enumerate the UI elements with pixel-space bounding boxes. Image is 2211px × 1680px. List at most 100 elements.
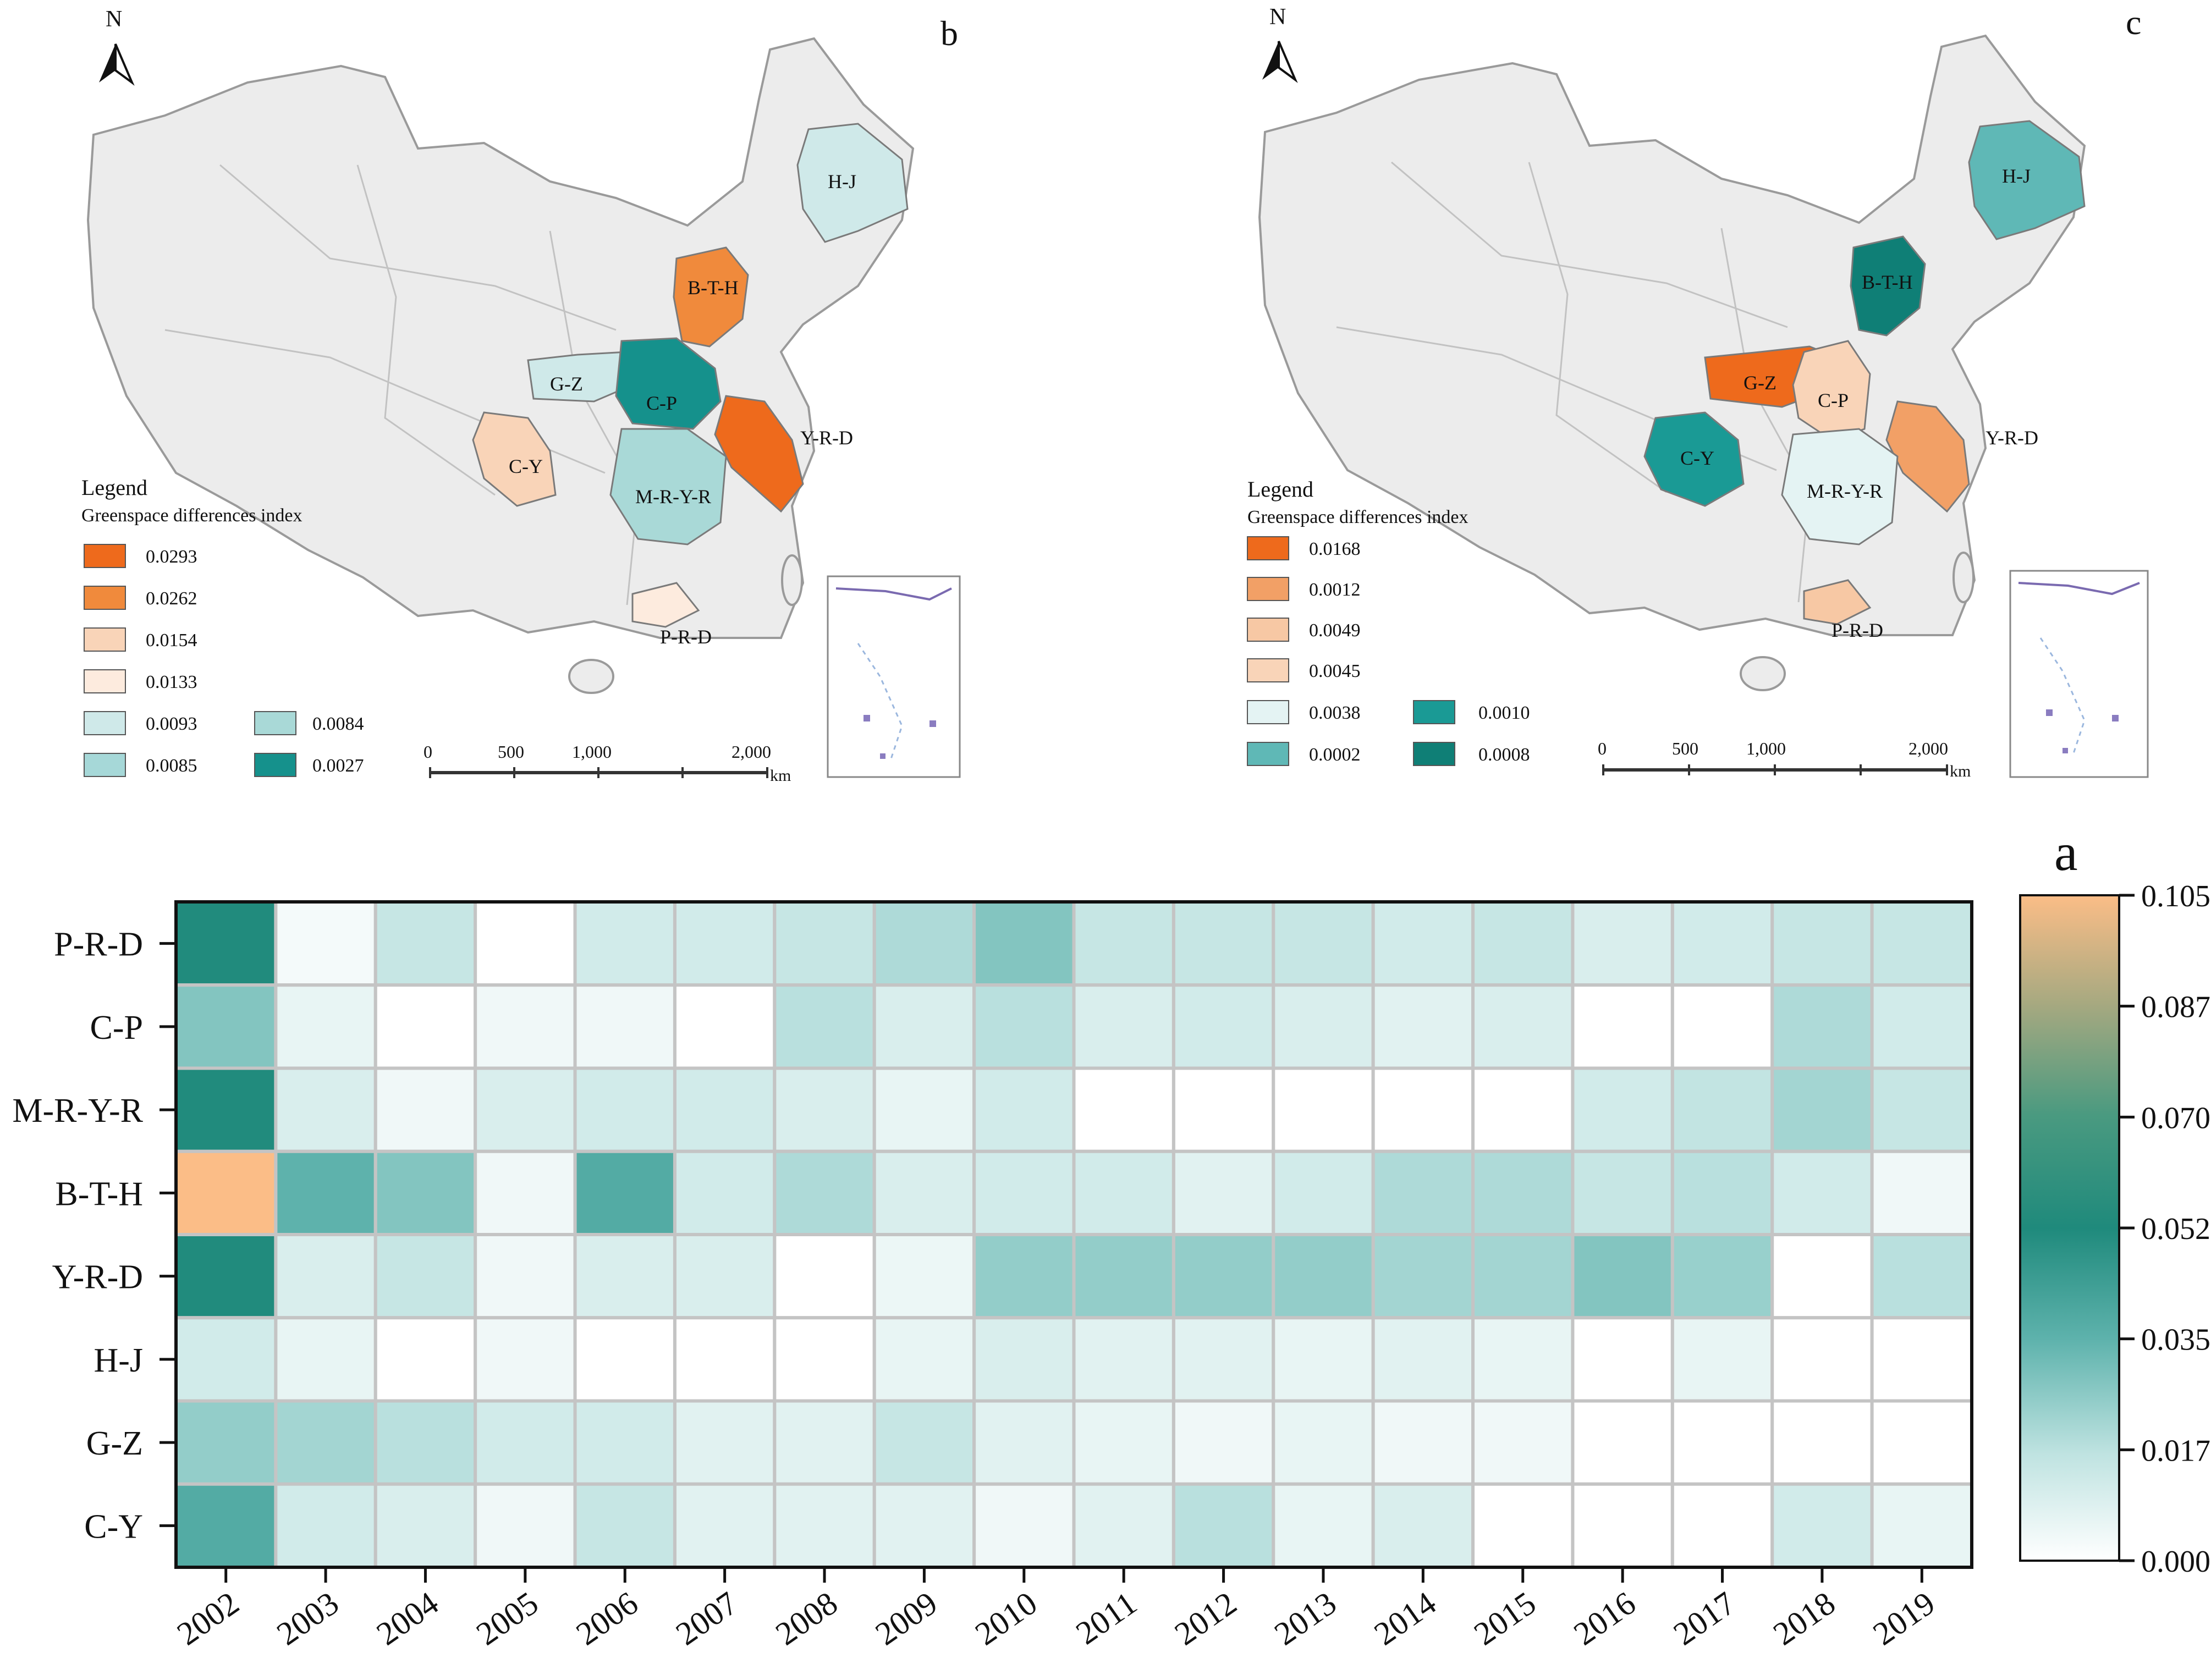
- heatmap-cell: [972, 1066, 1076, 1153]
- heatmap-cell: [373, 1399, 477, 1486]
- taiwan-island: [781, 554, 803, 606]
- heatmap-cell: [773, 1482, 876, 1569]
- legend-value: 0.0038: [1309, 703, 1361, 723]
- heatmap-cell: [373, 1149, 477, 1236]
- legend-swatch: [1247, 618, 1289, 642]
- colorbar-tick-label: 0.017: [2141, 1434, 2210, 1468]
- column-label: 2009: [869, 1585, 944, 1653]
- heatmap-cell: [972, 1399, 1076, 1486]
- region-m-r-y-r: [1781, 428, 1899, 546]
- legend-swatch: [1413, 700, 1455, 724]
- heatmap-cell: [673, 1399, 777, 1486]
- heatmap-cell: [1072, 983, 1175, 1070]
- region-label-c-p: C-P: [1818, 389, 1849, 411]
- heatmap-cell: [174, 900, 278, 987]
- heatmap-cell: [1670, 983, 1774, 1070]
- heatmap-cell: [872, 1482, 976, 1569]
- heatmap-cell: [1172, 983, 1275, 1070]
- heatmap-cell: [1072, 1399, 1175, 1486]
- heatmap-cell: [174, 1066, 278, 1153]
- scale-unit: km: [1950, 762, 1971, 780]
- north-label: N: [106, 7, 122, 32]
- colorbar-tick-label: 0.000: [2141, 1545, 2210, 1579]
- region-label-y-r-d: Y-R-D: [1986, 427, 2038, 449]
- legend-swatch: [1247, 536, 1289, 560]
- heatmap-cell: [573, 1233, 676, 1320]
- heatmap-cell: [1272, 1149, 1375, 1236]
- heatmap-cell: [474, 983, 577, 1070]
- heatmap-cell: [1371, 1149, 1475, 1236]
- heatmap-cell: [474, 1316, 577, 1403]
- heatmap-cell: [1072, 900, 1175, 987]
- panel-label-b: b: [941, 14, 958, 53]
- region-label-g-z: G-Z: [1744, 372, 1777, 394]
- column-label: 2008: [769, 1585, 844, 1653]
- row-label: G-Z: [86, 1425, 143, 1462]
- heatmap-cell: [373, 900, 477, 987]
- heatmap-cell: [1272, 1482, 1375, 1569]
- heatmap-cell: [1072, 1316, 1175, 1403]
- column-label: 2018: [1767, 1585, 1841, 1653]
- heatmap-cell: [573, 1482, 676, 1569]
- legend-items: 0.0168 0.0012 0.0049 0.0045 0.0038 0.000…: [1247, 536, 1530, 766]
- region-c-y: [1643, 411, 1745, 507]
- taiwan-island: [1953, 552, 1975, 603]
- scale-tick: 0: [424, 742, 432, 762]
- heatmap-cell: [1172, 1482, 1275, 1569]
- legend-value: 0.0154: [146, 630, 197, 651]
- legend-value: 0.0008: [1478, 745, 1530, 765]
- colorbar-tick-label: 0.052: [2141, 1212, 2210, 1246]
- heatmap-cell: [174, 1482, 278, 1569]
- heatmap-cell: [274, 1149, 377, 1236]
- heatmap-cell: [274, 983, 377, 1070]
- heatmap-cell: [573, 900, 676, 987]
- region-m-r-y-r: [609, 428, 727, 546]
- row-label: H-J: [94, 1342, 143, 1379]
- colorbar: [2019, 894, 2120, 1562]
- legend-title: Legend: [1247, 477, 1313, 502]
- heatmap-cell: [1371, 1066, 1475, 1153]
- heatmap-cell: [274, 1399, 377, 1486]
- heatmap-cells: [174, 900, 1973, 1569]
- heatmap-cell: [1072, 1066, 1175, 1153]
- scale-tick: 0: [1598, 739, 1607, 758]
- heatmap-cell: [1670, 1316, 1774, 1403]
- heatmap-cell: [174, 1233, 278, 1320]
- heatmap-cell: [1770, 1399, 1874, 1486]
- heatmap-row-labels: P-R-D C-P M-R-Y-R B-T-H Y-R-D H-J G-Z C-Y: [12, 926, 176, 1545]
- legend-swatch: [1247, 577, 1289, 601]
- region-label-b-t-h: B-T-H: [688, 277, 739, 299]
- colorbar-ticks: 0.105 0.087 0.070 0.052 0.035 0.017 0.000: [2119, 879, 2210, 1579]
- heatmap-cell: [773, 1066, 876, 1153]
- heatmap-cell: [474, 1066, 577, 1153]
- heatmap-cell: [1371, 1233, 1475, 1320]
- heatmap-cell: [872, 900, 976, 987]
- north-label: N: [1269, 4, 1286, 30]
- heatmap-cell: [1870, 983, 1973, 1070]
- heatmap-cell: [1770, 900, 1874, 987]
- heatmap-cell: [673, 1316, 777, 1403]
- heatmap-cell: [1870, 900, 1973, 987]
- heatmap-cell: [373, 983, 477, 1070]
- heatmap-cell: [1471, 1482, 1575, 1569]
- region-label-p-r-d: P-R-D: [1832, 619, 1883, 641]
- heatmap-cell: [1471, 900, 1575, 987]
- heatmap-cell: [1770, 1482, 1874, 1569]
- heatmap-cell: [872, 1399, 976, 1486]
- heatmap-cell: [1172, 1316, 1275, 1403]
- heatmap-cell: [673, 1066, 777, 1153]
- region-label-c-y: C-Y: [509, 455, 543, 477]
- heatmap-cell: [872, 983, 976, 1070]
- legend-swatch: [1247, 700, 1289, 724]
- map-c-panel: N c H-J B-T-H G-Z C-P Y-R-D C-Y M-R-Y-R …: [1247, 3, 2149, 780]
- north-arrow-icon: [99, 43, 135, 86]
- legend-swatch: [84, 586, 126, 610]
- heatmap-cell: [474, 1149, 577, 1236]
- heatmap-cell: [1870, 1482, 1973, 1569]
- heatmap-cell: [773, 1316, 876, 1403]
- legend-subtitle: Greenspace differences index: [1247, 507, 1469, 527]
- scale-tick: 500: [1672, 739, 1698, 758]
- heatmap-cell: [673, 983, 777, 1070]
- heatmap-cell: [1371, 1316, 1475, 1403]
- region-label-g-z: G-Z: [550, 373, 583, 395]
